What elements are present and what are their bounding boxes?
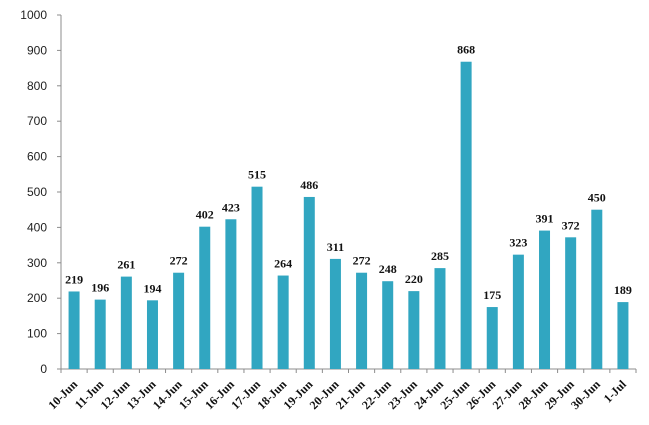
data-label: 272 [170, 254, 188, 268]
y-tick-label: 700 [27, 114, 47, 128]
bar-17-Jun [251, 186, 263, 369]
bar-16-Jun [225, 219, 237, 369]
data-label: 868 [457, 43, 475, 57]
data-label: 248 [379, 262, 397, 276]
data-label: 194 [143, 281, 161, 295]
data-label: 272 [353, 254, 371, 268]
data-label: 423 [222, 200, 240, 214]
x-category-label: 30-Jun [568, 377, 603, 412]
bar-1-Jul [617, 302, 629, 369]
y-tick-label: 600 [27, 150, 47, 164]
bar-10-Jun [68, 291, 80, 369]
bar-23-Jun [408, 291, 420, 369]
data-label: 196 [91, 281, 109, 295]
y-tick-label: 1000 [20, 8, 47, 22]
data-label: 261 [117, 258, 135, 272]
data-label: 219 [65, 272, 83, 286]
bar-24-Jun [434, 268, 446, 369]
data-label: 175 [483, 288, 501, 302]
y-tick-label: 500 [27, 185, 47, 199]
bar-18-Jun [277, 275, 289, 369]
data-label: 372 [562, 218, 580, 232]
data-label: 189 [614, 283, 632, 297]
bar-19-Jun [303, 196, 315, 369]
y-tick-label: 100 [27, 327, 47, 341]
bar-28-Jun [539, 230, 551, 369]
y-tick-label: 300 [27, 256, 47, 270]
data-label: 323 [509, 236, 527, 250]
bar-22-Jun [382, 281, 394, 369]
y-tick-label: 0 [40, 362, 47, 376]
data-label: 402 [196, 208, 214, 222]
y-axis: 0 100 200 300 400 500 600 700 800 900 1000 [20, 8, 62, 376]
bar-26-Jun [486, 307, 498, 369]
data-label: 264 [274, 257, 292, 271]
y-tick-label: 200 [27, 291, 47, 305]
bar-13-Jun [146, 300, 158, 369]
bar-30-Jun [591, 209, 603, 369]
x-category-label: 1-Jul [601, 377, 630, 406]
bar-29-Jun [565, 237, 577, 369]
data-label: 486 [300, 178, 318, 192]
data-labels: 219 196 261 194 272 402 423 515 264 486 311 272 248 2… [65, 43, 632, 302]
y-tick-label: 800 [27, 79, 47, 93]
bar-11-Jun [94, 299, 106, 369]
data-label: 220 [405, 272, 423, 286]
data-label: 515 [248, 168, 266, 182]
bar-27-Jun [512, 254, 524, 369]
bar-20-Jun [329, 258, 341, 369]
bars [68, 61, 629, 370]
bar-14-Jun [173, 272, 185, 369]
data-label: 285 [431, 249, 449, 263]
data-label: 311 [327, 240, 344, 254]
data-label: 391 [536, 212, 554, 226]
x-axis: 10-Jun11-Jun12-Jun13-Jun14-Jun15-Jun16-J… [45, 368, 637, 412]
bar-15-Jun [199, 226, 211, 369]
x-category-label: 10-Jun [45, 377, 80, 412]
bar-12-Jun [120, 276, 132, 369]
bar-21-Jun [356, 272, 368, 369]
y-tick-label: 400 [27, 220, 47, 234]
y-tick-label: 900 [27, 43, 47, 57]
data-label: 450 [588, 191, 606, 205]
bar-25-Jun [460, 61, 472, 370]
